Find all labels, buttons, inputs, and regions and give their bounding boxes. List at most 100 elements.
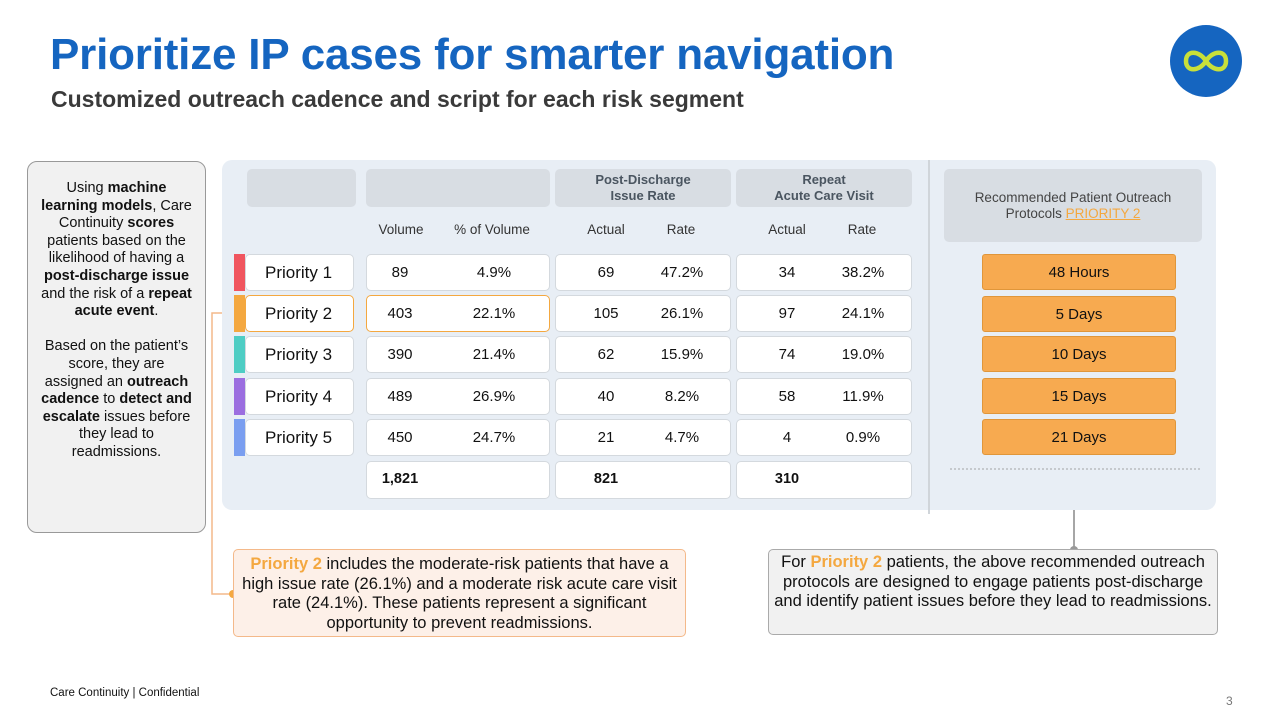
- volume-value: 403: [387, 305, 413, 322]
- outreach-cadence-item: 5 Days: [982, 296, 1176, 332]
- page-number: 3: [1226, 694, 1233, 708]
- acute-rate-value: 11.9%: [842, 388, 884, 405]
- callout-right-prefix: For: [781, 553, 811, 571]
- issue-rate-cell: 105 26.1%: [555, 295, 731, 332]
- methodology-text-run: repeat acute event: [74, 285, 192, 320]
- issue-rate-cell: 62 15.9%: [555, 336, 731, 373]
- total-acute-cell: 310: [736, 461, 912, 499]
- methodology-text-run: Using: [66, 180, 108, 196]
- column-header-volume: Volume: [378, 222, 424, 237]
- methodology-text-run: issues before they lead to readmissions.: [71, 408, 191, 460]
- issue-rate-value: 8.2%: [664, 388, 700, 405]
- acute-actual-value: 4: [782, 429, 792, 446]
- priority-color-bar: [234, 254, 245, 291]
- priority-2-protocol-callout: For Priority 2 patients, the above recom…: [768, 549, 1218, 635]
- acute-actual-value: 58: [778, 388, 796, 405]
- outreach-cadence-item: 48 Hours: [982, 254, 1176, 290]
- total-volume-cell: 1,821: [366, 461, 550, 499]
- issue-rate-cell: 21 4.7%: [555, 419, 731, 456]
- acute-rate-value: 19.0%: [841, 346, 885, 363]
- volume-cell: 403 22.1%: [366, 295, 550, 332]
- acute-actual-value: 34: [778, 264, 796, 281]
- priority-label-cell: Priority 1: [245, 254, 354, 291]
- priority-color-bar: [234, 336, 245, 373]
- methodology-description: Using machine learning models, Care Cont…: [27, 161, 206, 533]
- methodology-text-run: outreach cadence: [41, 373, 189, 408]
- methodology-paragraph-scoring: Using machine learning models, Care Cont…: [40, 180, 193, 321]
- priority-label: Priority 5: [265, 427, 333, 447]
- methodology-text-run: post-discharge issue: [43, 267, 190, 284]
- pct-volume-value: 4.9%: [476, 264, 512, 281]
- recommendations-header-priority: PRIORITY 2: [1065, 206, 1141, 221]
- priority-label: Priority 4: [265, 386, 333, 406]
- outreach-cadence-item: 15 Days: [982, 378, 1176, 414]
- issue-rate-cell: 69 47.2%: [555, 254, 731, 291]
- volume-cell: 390 21.4%: [366, 336, 550, 373]
- issue-rate-value: 15.9%: [660, 346, 704, 363]
- column-header-issue-rate: Rate: [666, 222, 696, 237]
- priority-label-cell: Priority 5: [245, 419, 354, 456]
- priority-label-cell: Priority 2: [245, 295, 354, 332]
- acute-visit-cell: 58 11.9%: [736, 378, 912, 415]
- total-issue-actual: 821: [593, 471, 619, 487]
- volume-cell: 89 4.9%: [366, 254, 550, 291]
- priority-label: Priority 3: [265, 344, 333, 364]
- methodology-text-run: , Care Continuity: [58, 197, 192, 232]
- acute-actual-value: 74: [778, 346, 796, 363]
- priority-color-bar: [234, 378, 245, 415]
- issue-rate-cell: 40 8.2%: [555, 378, 731, 415]
- methodology-paragraph-cadence: Based on the patient’s score, they are a…: [40, 338, 193, 461]
- column-header-issue-actual: Actual: [587, 222, 625, 237]
- callout-right-text: patients, the above recommended outreach…: [774, 553, 1212, 610]
- infinity-icon: [1183, 50, 1229, 72]
- acute-rate-value: 0.9%: [845, 429, 881, 446]
- pct-volume-value: 21.4%: [472, 346, 516, 363]
- total-acute-actual: 310: [774, 471, 800, 487]
- column-header-acute-rate: Rate: [847, 222, 877, 237]
- volume-cell: 450 24.7%: [366, 419, 550, 456]
- column-header-acute-actual: Actual: [768, 222, 806, 237]
- volume-value: 89: [391, 264, 409, 281]
- methodology-text-run: and the risk of a: [41, 285, 149, 302]
- issue-rate-value: 26.1%: [660, 305, 704, 322]
- pct-volume-value: 22.1%: [472, 305, 516, 322]
- issue-actual-value: 40: [597, 388, 615, 405]
- methodology-text-run: detect and escalate: [42, 391, 192, 425]
- methodology-text-run: .: [154, 303, 159, 320]
- methodology-text-run: to: [99, 391, 120, 408]
- company-logo: [1170, 25, 1242, 97]
- methodology-text-run: machine learning models: [41, 180, 167, 214]
- footer-confidential: Care Continuity | Confidential: [50, 687, 200, 699]
- pct-volume-value: 24.7%: [472, 429, 516, 446]
- acute-actual-value: 97: [778, 305, 796, 322]
- issue-actual-value: 69: [597, 264, 615, 281]
- page-title: Prioritize IP cases for smarter navigati…: [50, 30, 895, 79]
- volume-cell: 489 26.9%: [366, 378, 550, 415]
- priority-color-bar: [234, 295, 245, 332]
- issue-actual-value: 21: [597, 429, 615, 446]
- priority-color-bar: [234, 419, 245, 456]
- issue-rate-value: 47.2%: [660, 264, 704, 281]
- callout-left-highlight: Priority 2: [250, 555, 322, 573]
- volume-header-blank: [366, 169, 550, 207]
- methodology-text-run: patients based on the likelihood of havi…: [47, 232, 186, 267]
- acute-rate-value: 38.2%: [841, 264, 885, 281]
- volume-value: 450: [387, 429, 413, 446]
- issue-actual-value: 62: [597, 346, 615, 363]
- callout-right-highlight: Priority 2: [810, 553, 882, 571]
- priority-label: Priority 2: [265, 303, 333, 323]
- priority-header-blank: [247, 169, 356, 207]
- acute-visit-cell: 4 0.9%: [736, 419, 912, 456]
- priority-label-cell: Priority 4: [245, 378, 354, 415]
- priority-label: Priority 1: [265, 262, 333, 282]
- issue-rate-value: 4.7%: [664, 429, 700, 446]
- priority-label-cell: Priority 3: [245, 336, 354, 373]
- recommendations-divider: [950, 468, 1200, 470]
- methodology-text-run: scores: [127, 215, 175, 232]
- acute-visit-cell: 34 38.2%: [736, 254, 912, 291]
- acute-visit-group-header: Repeat Acute Care Visit: [736, 169, 912, 207]
- acute-rate-value: 24.1%: [841, 305, 885, 322]
- acute-visit-cell: 97 24.1%: [736, 295, 912, 332]
- issue-rate-group-header: Post-Discharge Issue Rate: [555, 169, 731, 207]
- total-volume: 1,821: [381, 471, 419, 487]
